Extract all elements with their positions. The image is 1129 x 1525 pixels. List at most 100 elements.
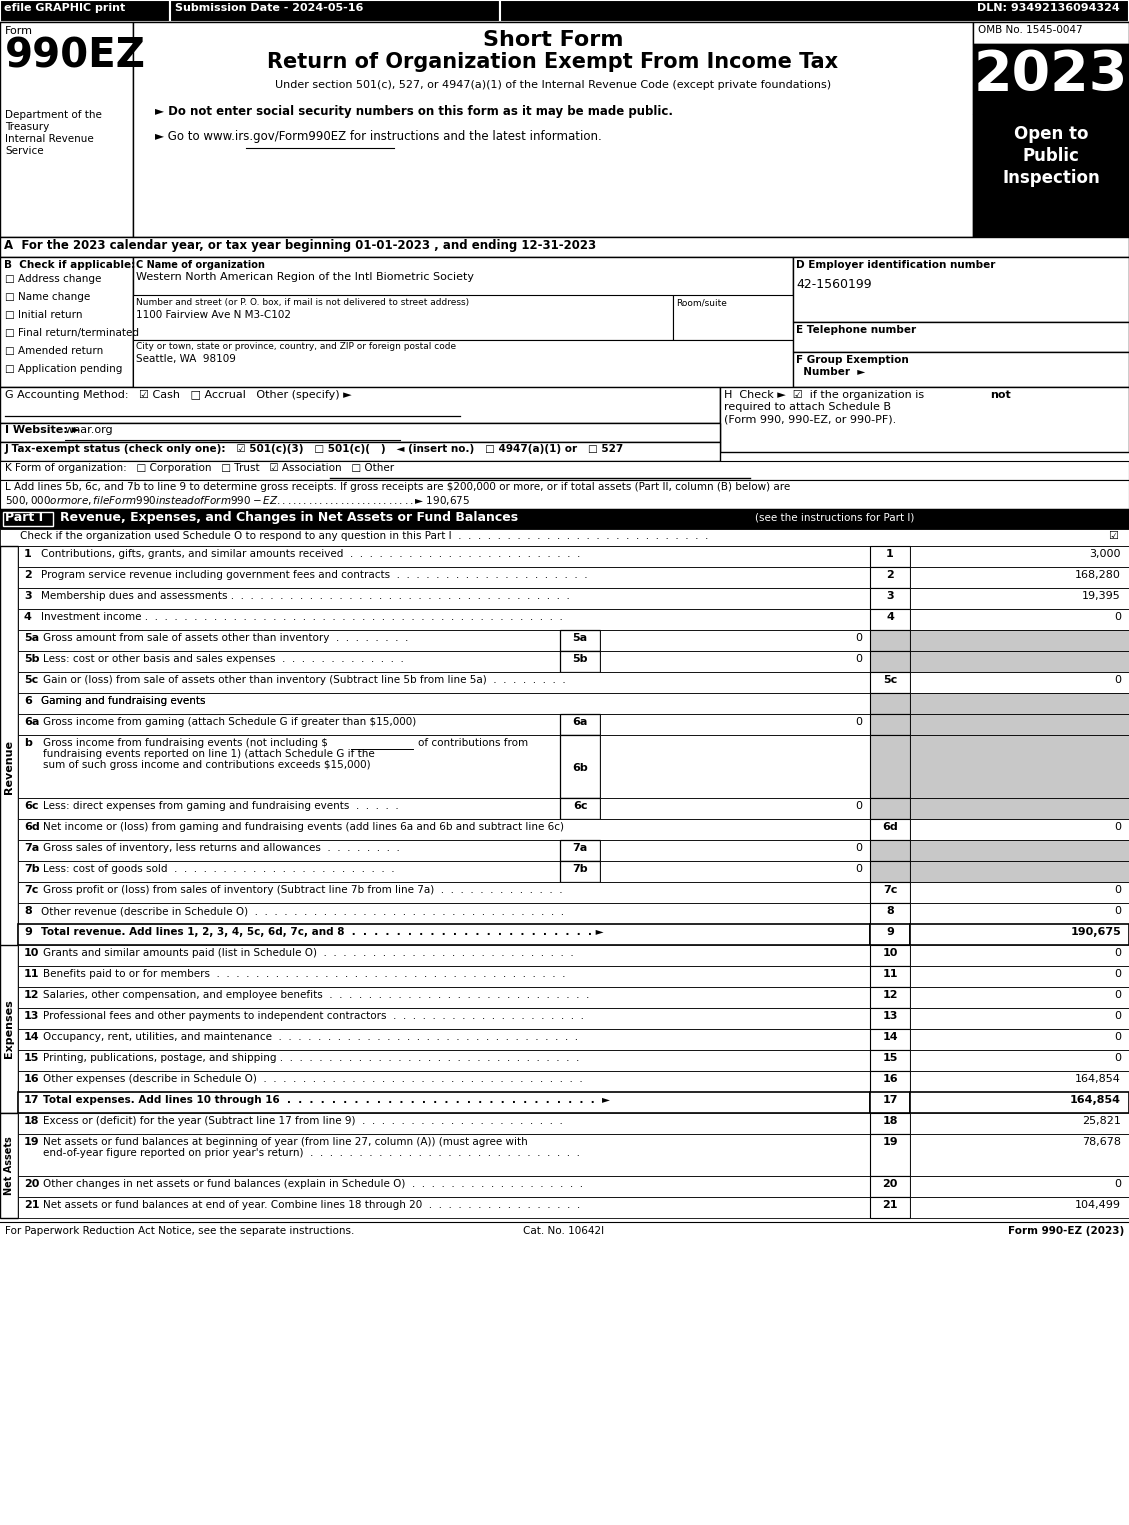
- Text: 10: 10: [24, 949, 40, 958]
- Text: I Website: ►: I Website: ►: [5, 425, 80, 435]
- Text: 0: 0: [1114, 822, 1121, 833]
- Text: 6c: 6c: [24, 801, 38, 811]
- Text: Less: direct expenses from gaming and fundraising events  .  .  .  .  .: Less: direct expenses from gaming and fu…: [43, 801, 399, 811]
- Bar: [18, 1176, 870, 1197]
- Text: 6d: 6d: [24, 822, 40, 833]
- Bar: [870, 798, 910, 819]
- Text: 5b: 5b: [24, 654, 40, 663]
- Bar: [870, 881, 910, 903]
- Text: 0: 0: [1114, 990, 1121, 1000]
- Text: Contributions, gifts, grants, and similar amounts received  .  .  .  .  .  .  . : Contributions, gifts, grants, and simila…: [41, 549, 580, 560]
- Text: 0: 0: [855, 843, 863, 852]
- Bar: [18, 1197, 870, 1218]
- Bar: [18, 924, 870, 946]
- Text: Membership dues and assessments .  .  .  .  .  .  .  .  .  .  .  .  .  .  .  .  : Membership dues and assessments . . . . …: [41, 592, 570, 601]
- Text: DLN: 93492136094324: DLN: 93492136094324: [978, 3, 1120, 14]
- Bar: [870, 1029, 910, 1051]
- Text: 6c: 6c: [572, 801, 587, 811]
- Text: of contributions from: of contributions from: [418, 738, 528, 747]
- Text: 190,675: 190,675: [1070, 927, 1121, 936]
- Text: Western North American Region of the Intl Biometric Society: Western North American Region of the Int…: [135, 271, 474, 282]
- Text: 6: 6: [24, 695, 32, 706]
- Text: Under section 501(c), 527, or 4947(a)(1) of the Internal Revenue Code (except pr: Under section 501(c), 527, or 4947(a)(1)…: [275, 79, 831, 90]
- Bar: [910, 1135, 1129, 1176]
- Text: $500,000 or more, file Form 990 instead of Form 990-EZ  .  .  .  .  .  .  .  .  : $500,000 or more, file Form 990 instead …: [5, 494, 470, 506]
- Bar: [3, 512, 53, 526]
- Bar: [500, 0, 1129, 21]
- Text: 6a: 6a: [572, 717, 588, 727]
- Text: 11: 11: [24, 968, 40, 979]
- Text: D Employer identification number: D Employer identification number: [796, 259, 996, 270]
- Bar: [910, 673, 1129, 692]
- Bar: [793, 322, 1129, 352]
- Bar: [18, 840, 560, 862]
- Text: 1100 Fairview Ave N M3-C102: 1100 Fairview Ave N M3-C102: [135, 310, 291, 320]
- Text: 19: 19: [24, 1138, 40, 1147]
- Bar: [18, 903, 870, 924]
- Text: □ Address change: □ Address change: [5, 274, 102, 284]
- Text: J Tax-exempt status (check only one):   ☑ 501(c)(3)   □ 501(c)(   )   ◄ (insert : J Tax-exempt status (check only one): ☑ …: [5, 444, 624, 454]
- Text: Other expenses (describe in Schedule O)  .  .  .  .  .  .  .  .  .  .  .  .  .  : Other expenses (describe in Schedule O) …: [43, 1074, 583, 1084]
- Bar: [870, 714, 910, 735]
- Text: ► Do not enter social security numbers on this form as it may be made public.: ► Do not enter social security numbers o…: [155, 105, 673, 117]
- Text: 0: 0: [855, 717, 863, 727]
- Text: Total expenses. Add lines 10 through 16  .  .  .  .  .  .  .  .  .  .  .  .  .  : Total expenses. Add lines 10 through 16 …: [43, 1095, 610, 1106]
- Bar: [870, 862, 910, 881]
- Text: B  Check if applicable:: B Check if applicable:: [5, 259, 135, 270]
- Text: 2023: 2023: [974, 47, 1128, 102]
- Bar: [870, 673, 910, 692]
- Bar: [870, 692, 910, 714]
- Text: Net Assets: Net Assets: [5, 1136, 14, 1196]
- Text: Number  ►: Number ►: [796, 368, 865, 377]
- Bar: [0, 21, 1129, 236]
- Bar: [870, 546, 910, 567]
- Bar: [599, 630, 870, 651]
- Bar: [18, 946, 870, 965]
- Bar: [910, 903, 1129, 924]
- Bar: [133, 340, 793, 387]
- Bar: [793, 258, 1129, 322]
- Bar: [599, 651, 870, 673]
- Text: 0: 0: [1114, 1052, 1121, 1063]
- Text: ► Go to www.irs.gov/Form990EZ for instructions and the latest information.: ► Go to www.irs.gov/Form990EZ for instru…: [155, 130, 602, 143]
- Text: Other revenue (describe in Schedule O)  .  .  .  .  .  .  .  .  .  .  .  .  .  .: Other revenue (describe in Schedule O) .…: [41, 906, 564, 917]
- Text: □ Amended return: □ Amended return: [5, 346, 103, 355]
- Bar: [18, 714, 560, 735]
- Bar: [910, 714, 1129, 735]
- Bar: [560, 840, 599, 862]
- Bar: [18, 1113, 870, 1135]
- Bar: [18, 692, 870, 714]
- Text: Printing, publications, postage, and shipping .  .  .  .  .  .  .  .  .  .  .  .: Printing, publications, postage, and shi…: [43, 1052, 579, 1063]
- Bar: [0, 258, 133, 387]
- Text: 18: 18: [24, 1116, 40, 1125]
- Bar: [910, 946, 1129, 965]
- Text: 4: 4: [886, 612, 894, 622]
- Bar: [910, 840, 1129, 862]
- Text: 1: 1: [886, 549, 894, 560]
- Bar: [18, 1071, 870, 1092]
- Text: A  For the 2023 calendar year, or tax year beginning 01-01-2023 , and ending 12-: A For the 2023 calendar year, or tax yea…: [5, 239, 596, 252]
- Text: 8: 8: [886, 906, 894, 917]
- Text: 78,678: 78,678: [1082, 1138, 1121, 1147]
- Text: Number and street (or P. O. box, if mail is not delivered to street address): Number and street (or P. O. box, if mail…: [135, 297, 470, 307]
- Text: 0: 0: [1114, 676, 1121, 685]
- Bar: [18, 546, 870, 567]
- Text: Cat. No. 10642I: Cat. No. 10642I: [524, 1226, 604, 1235]
- Bar: [599, 714, 870, 735]
- Bar: [910, 651, 1129, 673]
- Text: 0: 0: [1114, 949, 1121, 958]
- Text: 21: 21: [24, 1200, 40, 1209]
- Text: 42-1560199: 42-1560199: [796, 278, 872, 291]
- Bar: [0, 946, 18, 1113]
- Text: 16: 16: [882, 1074, 898, 1084]
- Bar: [910, 1113, 1129, 1135]
- Text: 5a: 5a: [24, 633, 40, 644]
- Bar: [870, 589, 910, 608]
- Text: (see the instructions for Part I): (see the instructions for Part I): [755, 512, 914, 523]
- Text: 18: 18: [882, 1116, 898, 1125]
- Bar: [0, 461, 1129, 480]
- Text: 104,499: 104,499: [1075, 1200, 1121, 1209]
- Bar: [0, 529, 1129, 546]
- Text: 164,854: 164,854: [1070, 1095, 1121, 1106]
- Text: 0: 0: [1114, 1011, 1121, 1022]
